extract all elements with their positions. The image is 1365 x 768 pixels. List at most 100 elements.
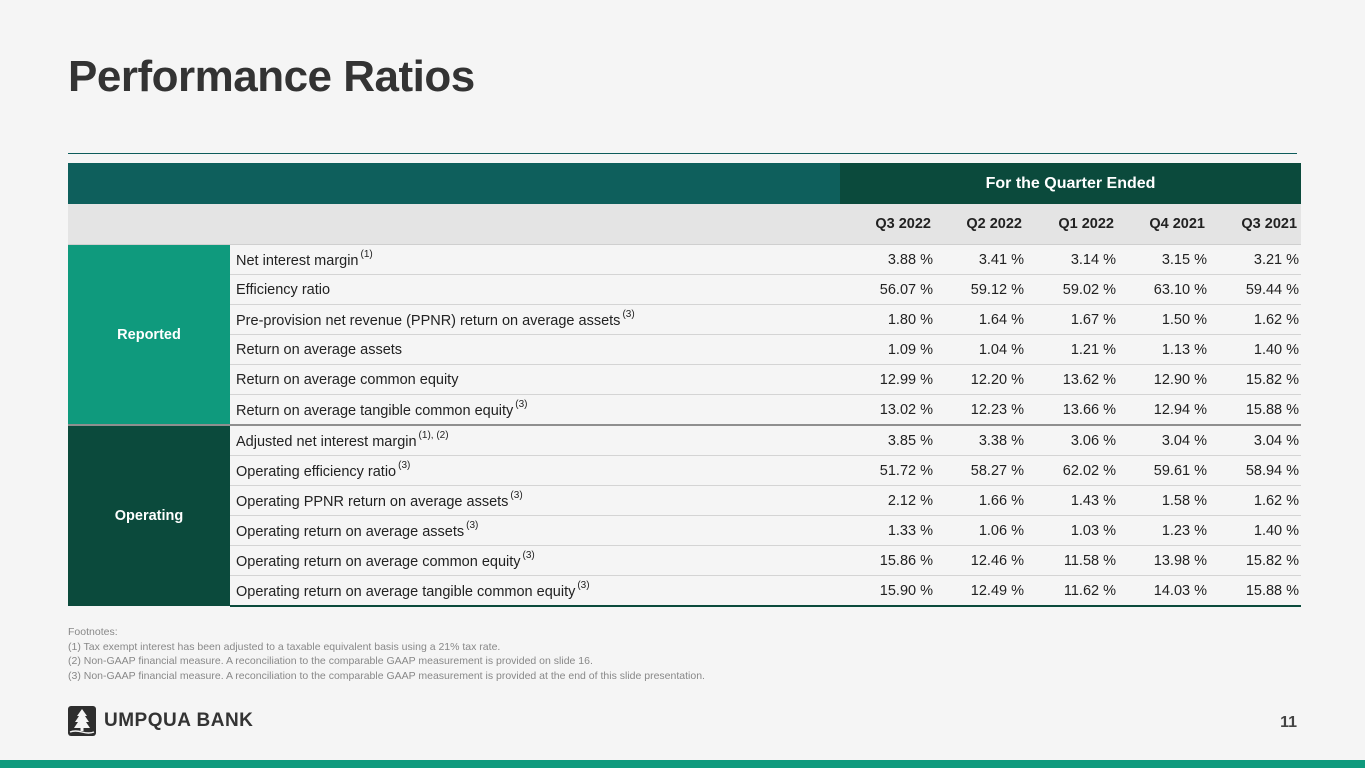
metric-label: Operating return on average assets bbox=[236, 523, 465, 540]
value-cell: 62.02 % bbox=[1026, 455, 1118, 486]
metric-cell: Adjusted net interest margin (1), (2) bbox=[230, 424, 840, 456]
table-row: Return on average common equity 12.99 % 12… bbox=[68, 364, 1302, 395]
period-header-row: For the Quarter Ended bbox=[68, 163, 1302, 204]
value-cell: 13.98 % bbox=[1118, 545, 1209, 576]
tree-icon bbox=[68, 706, 96, 736]
metric-label: Return on average tangible common equity bbox=[236, 402, 514, 419]
metric-label: Operating efficiency ratio bbox=[236, 463, 397, 480]
footnotes: Footnotes: (1) Tax exempt interest has b… bbox=[68, 625, 705, 683]
metric-label: Operating return on average tangible com… bbox=[236, 583, 576, 600]
title-divider bbox=[68, 153, 1297, 154]
value-cell: 13.02 % bbox=[840, 394, 935, 426]
metric-cell: Return on average assets bbox=[230, 334, 840, 365]
value-cell: 56.07 % bbox=[840, 274, 935, 305]
value-cell: 12.20 % bbox=[935, 364, 1026, 395]
value-cell: 1.13 % bbox=[1118, 334, 1209, 365]
group-label: Reported bbox=[68, 244, 230, 425]
value-cell: 15.88 % bbox=[1209, 394, 1302, 426]
value-cell: 59.61 % bbox=[1118, 455, 1209, 486]
value-cell: 12.46 % bbox=[935, 545, 1026, 576]
value-cell: 1.62 % bbox=[1209, 485, 1302, 516]
quarter-label: Q3 2022 bbox=[840, 204, 935, 245]
value-cell: 59.02 % bbox=[1026, 274, 1118, 305]
value-cell: 15.88 % bbox=[1209, 575, 1302, 607]
quarter-header-spacer bbox=[68, 204, 840, 245]
value-cell: 1.09 % bbox=[840, 334, 935, 365]
table-row: Operating return on average tangible com… bbox=[68, 575, 1302, 607]
value-cell: 15.86 % bbox=[840, 545, 935, 576]
table-row: Return on average tangible common equity… bbox=[68, 394, 1302, 426]
metric-cell: Pre-provision net revenue (PPNR) return … bbox=[230, 304, 840, 335]
value-cell: 1.06 % bbox=[935, 515, 1026, 546]
table-row: Operating return on average common equit… bbox=[68, 545, 1302, 576]
value-cell: 58.27 % bbox=[935, 455, 1026, 486]
value-cell: 2.12 % bbox=[840, 485, 935, 516]
footnote-item: (3) Non-GAAP financial measure. A reconc… bbox=[68, 669, 705, 682]
value-cell: 11.58 % bbox=[1026, 545, 1118, 576]
value-cell: 1.67 % bbox=[1026, 304, 1118, 335]
table-row: Operating efficiency ratio (3) 51.72 % 58.2… bbox=[68, 455, 1302, 486]
footnote-ref: (1) bbox=[360, 248, 373, 260]
metric-label: Operating PPNR return on average assets bbox=[236, 493, 509, 510]
table-row: Efficiency ratio 56.07 % 59.12 % 59.02 % 63.… bbox=[68, 274, 1302, 305]
value-cell: 59.12 % bbox=[935, 274, 1026, 305]
page-title: Performance Ratios bbox=[68, 52, 475, 101]
value-cell: 1.33 % bbox=[840, 515, 935, 546]
table-row: Pre-provision net revenue (PPNR) return … bbox=[68, 304, 1302, 335]
metric-cell: Operating efficiency ratio (3) bbox=[230, 455, 840, 486]
metric-cell: Operating return on average tangible com… bbox=[230, 575, 840, 607]
value-cell: 13.62 % bbox=[1026, 364, 1118, 395]
table-row: Operating return on average assets (3) 1.3… bbox=[68, 515, 1302, 546]
value-cell: 51.72 % bbox=[840, 455, 935, 486]
value-cell: 15.82 % bbox=[1209, 545, 1302, 576]
footnote-ref: (3) bbox=[398, 459, 411, 471]
footnote-ref: (1), (2) bbox=[418, 429, 449, 441]
value-cell: 15.90 % bbox=[840, 575, 935, 607]
value-cell: 3.04 % bbox=[1209, 424, 1302, 456]
value-cell: 12.90 % bbox=[1118, 364, 1209, 395]
header-spacer bbox=[68, 163, 840, 204]
metric-label: Pre-provision net revenue (PPNR) return … bbox=[236, 312, 621, 329]
value-cell: 1.58 % bbox=[1118, 485, 1209, 516]
value-cell: 1.21 % bbox=[1026, 334, 1118, 365]
metric-cell: Return on average common equity bbox=[230, 364, 840, 395]
value-cell: 3.38 % bbox=[935, 424, 1026, 456]
value-cell: 1.04 % bbox=[935, 334, 1026, 365]
metric-label: Adjusted net interest margin bbox=[236, 433, 417, 450]
value-cell: 11.62 % bbox=[1026, 575, 1118, 607]
quarter-label: Q1 2022 bbox=[1026, 204, 1118, 245]
footnote-ref: (3) bbox=[466, 519, 479, 531]
value-cell: 1.64 % bbox=[935, 304, 1026, 335]
value-cell: 3.85 % bbox=[840, 424, 935, 456]
metric-cell: Operating return on average common equit… bbox=[230, 545, 840, 576]
table-row: Reported Net interest margin (1) 3.88 % 3.41… bbox=[68, 244, 1302, 425]
value-cell: 1.66 % bbox=[935, 485, 1026, 516]
quarter-label: Q2 2022 bbox=[935, 204, 1026, 245]
group-label: Operating bbox=[68, 424, 230, 606]
value-cell: 1.43 % bbox=[1026, 485, 1118, 516]
footnote-ref: (3) bbox=[510, 489, 523, 501]
value-cell: 12.99 % bbox=[840, 364, 935, 395]
value-cell: 63.10 % bbox=[1118, 274, 1209, 305]
value-cell: 59.44 % bbox=[1209, 274, 1302, 305]
brand-name: UMPQUA BANK bbox=[104, 710, 254, 731]
value-cell: 3.41 % bbox=[935, 244, 1026, 275]
metric-label: Return on average assets bbox=[236, 341, 403, 358]
page-number: 11 bbox=[1280, 714, 1297, 731]
value-cell: 3.14 % bbox=[1026, 244, 1118, 275]
footnote-ref: (3) bbox=[577, 579, 590, 591]
metric-cell: Net interest margin (1) bbox=[230, 244, 840, 275]
footer-accent-bar bbox=[0, 760, 1365, 768]
quarter-label: Q4 2021 bbox=[1118, 204, 1209, 245]
table-row: Return on average assets 1.09 % 1.04 % 1.21… bbox=[68, 334, 1302, 365]
metric-label: Efficiency ratio bbox=[236, 281, 331, 298]
metric-label: Operating return on average common equit… bbox=[236, 553, 521, 570]
value-cell: 1.50 % bbox=[1118, 304, 1209, 335]
metric-label: Net interest margin bbox=[236, 252, 359, 269]
table-row: Operating PPNR return on average assets(… bbox=[68, 485, 1302, 516]
footnotes-heading: Footnotes: bbox=[68, 626, 118, 638]
footnote-ref: (3) bbox=[515, 398, 528, 410]
value-cell: 1.80 % bbox=[840, 304, 935, 335]
value-cell: 1.03 % bbox=[1026, 515, 1118, 546]
value-cell: 1.23 % bbox=[1118, 515, 1209, 546]
